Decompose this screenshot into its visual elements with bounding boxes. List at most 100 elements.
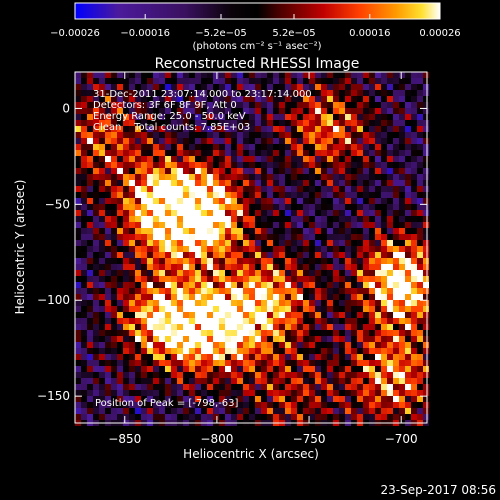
heatmap-cell — [255, 102, 261, 108]
heatmap-cell — [81, 126, 87, 132]
heatmap-cell — [195, 156, 201, 162]
heatmap-cell — [285, 240, 291, 246]
heatmap-cell — [315, 108, 321, 114]
heatmap-cell — [351, 96, 357, 102]
heatmap-cell — [279, 120, 285, 126]
heatmap-cell — [423, 120, 429, 126]
heatmap-cell — [117, 240, 123, 246]
heatmap-cell — [231, 330, 237, 336]
heatmap-cell — [225, 384, 231, 390]
heatmap-cell — [273, 348, 279, 354]
heatmap-cell — [201, 114, 207, 120]
heatmap-cell — [303, 96, 309, 102]
heatmap-cell — [195, 126, 201, 132]
heatmap-cell — [351, 126, 357, 132]
heatmap-cell — [243, 120, 249, 126]
heatmap-cell — [177, 402, 183, 408]
heatmap-cell — [375, 180, 381, 186]
heatmap-cell — [93, 366, 99, 372]
heatmap-cell — [195, 120, 201, 126]
heatmap-cell — [93, 144, 99, 150]
heatmap-cell — [75, 198, 81, 204]
heatmap-cell — [105, 294, 111, 300]
heatmap-cell — [291, 222, 297, 228]
heatmap-cell — [267, 300, 273, 306]
heatmap-cell — [141, 348, 147, 354]
heatmap-cell — [387, 228, 393, 234]
heatmap-cell — [75, 330, 81, 336]
heatmap-cell — [315, 90, 321, 96]
heatmap-cell — [195, 414, 201, 420]
heatmap-cell — [351, 306, 357, 312]
heatmap-cell — [129, 288, 135, 294]
heatmap-cell — [417, 114, 423, 120]
heatmap-cell — [165, 192, 171, 198]
heatmap-cell — [279, 132, 285, 138]
heatmap-cell — [315, 204, 321, 210]
heatmap-cell — [285, 144, 291, 150]
heatmap-cell — [105, 90, 111, 96]
heatmap-cell — [411, 252, 417, 258]
heatmap-cell — [417, 324, 423, 330]
heatmap-cell — [213, 150, 219, 156]
heatmap-cell — [411, 84, 417, 90]
heatmap-cell — [285, 132, 291, 138]
heatmap-cell — [351, 174, 357, 180]
heatmap-cell — [423, 96, 429, 102]
heatmap-cell — [405, 402, 411, 408]
heatmap-cell — [111, 222, 117, 228]
heatmap-cell — [327, 90, 333, 96]
heatmap-cell — [105, 246, 111, 252]
heatmap-cell — [195, 294, 201, 300]
heatmap-cell — [75, 300, 81, 306]
heatmap-cell — [339, 252, 345, 258]
heatmap-cell — [267, 114, 273, 120]
heatmap-cell — [81, 330, 87, 336]
heatmap-cell — [159, 318, 165, 324]
heatmap-cell — [411, 156, 417, 162]
heatmap-cell — [87, 324, 93, 330]
heatmap-cell — [189, 336, 195, 342]
heatmap-cell — [243, 192, 249, 198]
heatmap-cell — [369, 312, 375, 318]
heatmap-cell — [279, 162, 285, 168]
heatmap-cell — [171, 120, 177, 126]
heatmap-cell — [123, 108, 129, 114]
heatmap-cell — [273, 96, 279, 102]
heatmap-cell — [351, 156, 357, 162]
heatmap-cell — [405, 348, 411, 354]
heatmap-cell — [411, 294, 417, 300]
heatmap-cell — [309, 102, 315, 108]
heatmap-cell — [291, 102, 297, 108]
heatmap-cell — [177, 306, 183, 312]
heatmap-cell — [297, 126, 303, 132]
heatmap-cell — [225, 330, 231, 336]
heatmap-cell — [117, 216, 123, 222]
heatmap-cell — [141, 90, 147, 96]
heatmap-cell — [345, 264, 351, 270]
heatmap-cell — [153, 396, 159, 402]
heatmap-cell — [243, 198, 249, 204]
heatmap-cell — [369, 168, 375, 174]
heatmap-cell — [285, 312, 291, 318]
heatmap-cell — [375, 186, 381, 192]
heatmap-cell — [339, 234, 345, 240]
heatmap-cell — [405, 72, 411, 78]
heatmap-cell — [123, 336, 129, 342]
heatmap-cell — [249, 312, 255, 318]
heatmap-cell — [267, 240, 273, 246]
heatmap-cell — [387, 174, 393, 180]
heatmap-cell — [153, 300, 159, 306]
heatmap-cell — [207, 162, 213, 168]
heatmap-cell — [315, 306, 321, 312]
heatmap-cell — [183, 282, 189, 288]
heatmap-cell — [381, 342, 387, 348]
heatmap-cell — [393, 96, 399, 102]
heatmap-cell — [117, 402, 123, 408]
heatmap-cell — [267, 78, 273, 84]
heatmap-cell — [327, 150, 333, 156]
heatmap-cell — [411, 312, 417, 318]
heatmap-cell — [267, 366, 273, 372]
heatmap-cell — [243, 78, 249, 84]
heatmap-cell — [171, 258, 177, 264]
